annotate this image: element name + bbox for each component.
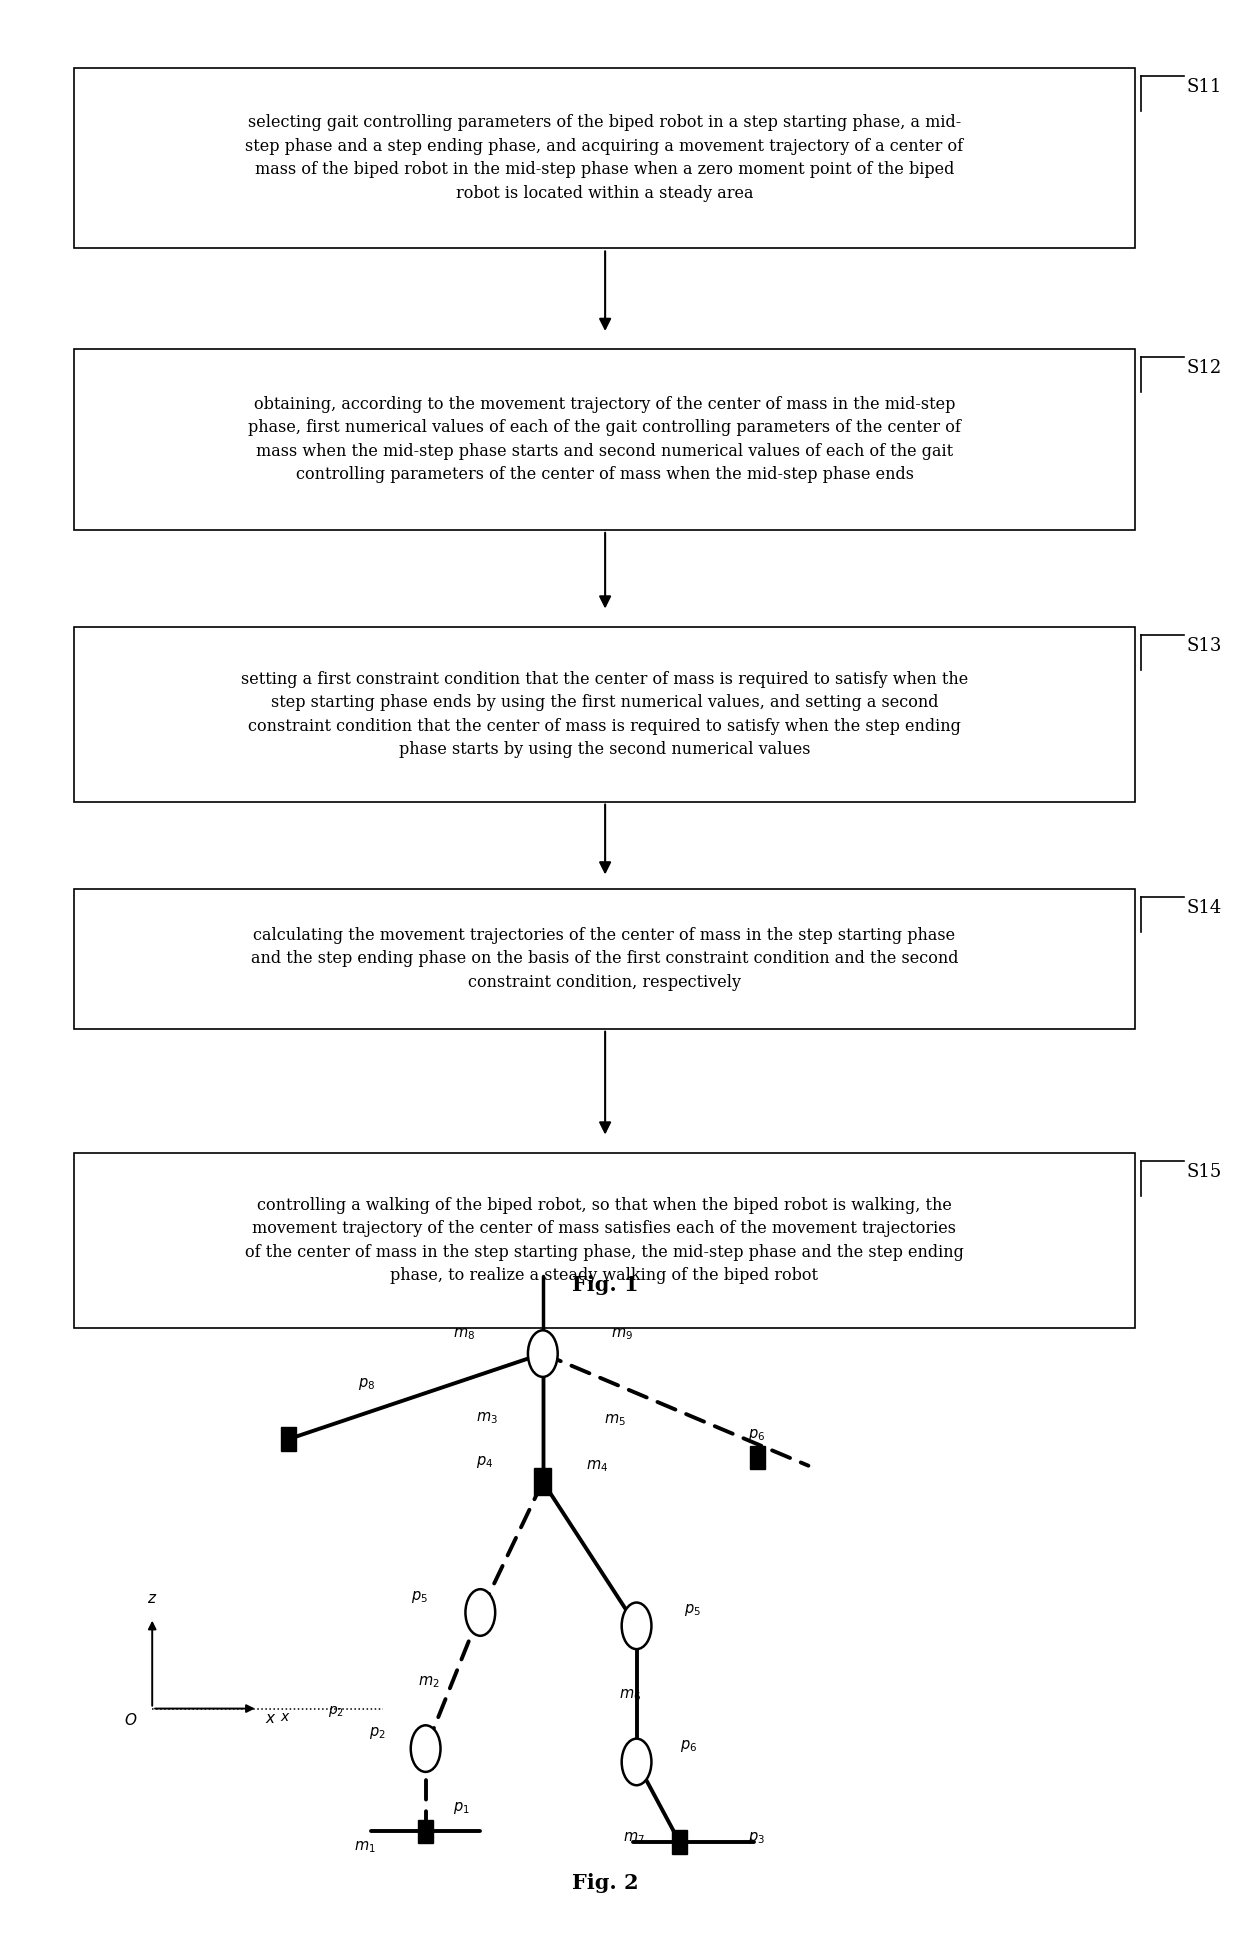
Text: $p_6$: $p_6$ [748,1427,765,1444]
Circle shape [528,1330,558,1376]
Bar [74,627,1135,802]
Bar [74,68,1135,248]
Bar [750,1446,765,1469]
Circle shape [621,1603,651,1650]
Text: $p_2$: $p_2$ [370,1726,386,1741]
Text: $m_5$: $m_5$ [604,1413,625,1429]
Text: $p_6$: $p_6$ [680,1739,697,1755]
Text: Fig. 1: Fig. 1 [572,1275,639,1295]
Bar [672,1830,687,1854]
Text: $x$: $x$ [280,1710,290,1724]
Text: controlling a walking of the biped robot, so that when the biped robot is walkin: controlling a walking of the biped robot… [246,1196,963,1285]
Circle shape [621,1739,651,1786]
Bar [534,1467,552,1495]
Text: S12: S12 [1187,359,1221,377]
Text: $p_5$: $p_5$ [683,1603,701,1619]
Bar [418,1821,433,1844]
Bar [281,1427,296,1450]
Text: $O$: $O$ [124,1712,138,1727]
Text: obtaining, according to the movement trajectory of the center of mass in the mid: obtaining, according to the movement tra… [248,396,961,483]
Text: $p_3$: $p_3$ [748,1830,765,1846]
Text: selecting gait controlling parameters of the biped robot in a step starting phas: selecting gait controlling parameters of… [246,115,963,202]
Text: S15: S15 [1187,1163,1221,1180]
Text: $m_2$: $m_2$ [418,1673,439,1691]
Text: setting a first constraint condition that the center of mass is required to sati: setting a first constraint condition tha… [241,670,968,759]
Text: $p_5$: $p_5$ [412,1590,428,1605]
Circle shape [410,1726,440,1772]
Text: $p_8$: $p_8$ [358,1376,376,1392]
Text: S14: S14 [1187,899,1221,916]
Text: S11: S11 [1187,78,1223,95]
Text: $z$: $z$ [148,1592,157,1605]
Text: $m_1$: $m_1$ [355,1838,376,1856]
Text: $m_4$: $m_4$ [587,1458,609,1473]
Text: $m_8$: $m_8$ [453,1326,475,1341]
Text: calculating the movement trajectories of the center of mass in the step starting: calculating the movement trajectories of… [250,928,959,990]
Text: Fig. 2: Fig. 2 [572,1873,639,1892]
Text: S13: S13 [1187,637,1223,654]
Bar [74,349,1135,530]
Circle shape [465,1590,495,1636]
Text: $m_7$: $m_7$ [622,1830,645,1846]
Text: $m_6$: $m_6$ [619,1687,641,1702]
Bar [74,1153,1135,1328]
Text: $m_3$: $m_3$ [476,1409,497,1425]
Text: $p_2$: $p_2$ [327,1704,343,1718]
Text: $p_4$: $p_4$ [476,1454,494,1469]
Text: $x$: $x$ [265,1712,277,1726]
Text: $m_9$: $m_9$ [611,1326,632,1341]
Text: $p_1$: $p_1$ [453,1799,470,1817]
Bar [74,889,1135,1029]
